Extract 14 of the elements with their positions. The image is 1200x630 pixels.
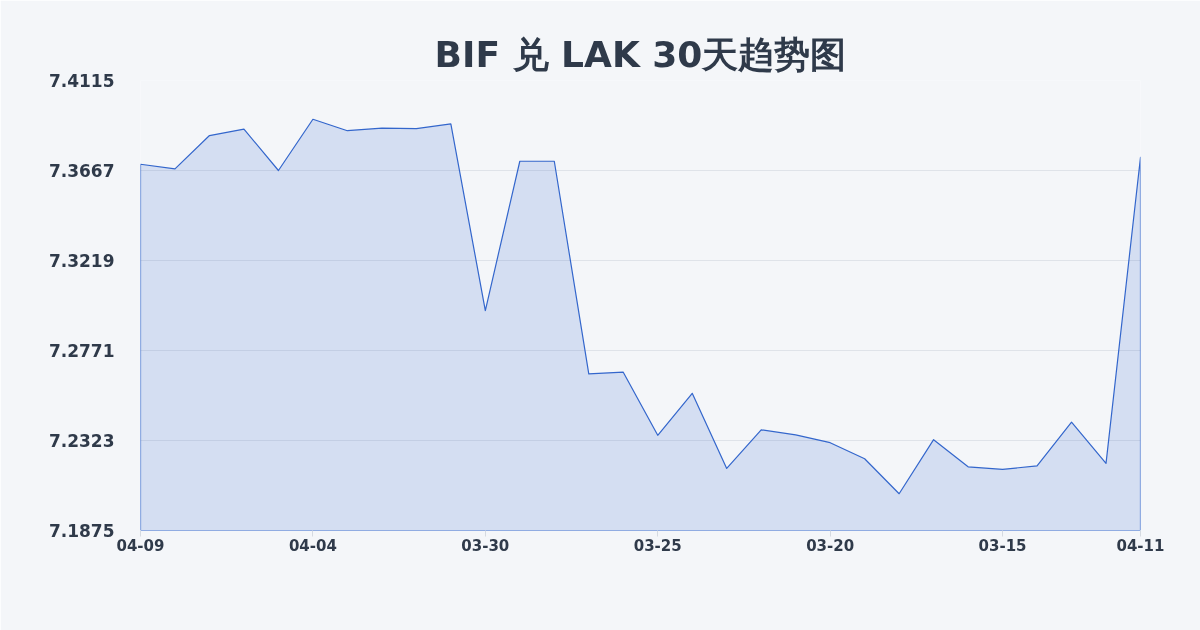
y-tick-label: 7.2323 — [48, 431, 115, 451]
x-tick-label: 04-04 — [288, 536, 337, 555]
y-tick-label: 7.2771 — [48, 341, 115, 361]
x-tick-label: 03-15 — [978, 536, 1027, 555]
x-tick-label: 03-20 — [806, 536, 855, 555]
x-tick-label: 03-30 — [461, 536, 510, 555]
y-tick-label: 7.3667 — [48, 161, 115, 181]
x-tick-label: 03-25 — [633, 536, 682, 555]
x-tick-label: 04-09 — [116, 536, 165, 555]
y-tick-label: 7.4115 — [48, 71, 115, 91]
y-tick-label: 7.3219 — [48, 251, 115, 271]
chart-title: BIF 兑 LAK 30天趋势图 — [434, 33, 847, 75]
x-tick-label: 04-11 — [1116, 536, 1165, 555]
y-tick-label: 7.1875 — [48, 521, 115, 541]
